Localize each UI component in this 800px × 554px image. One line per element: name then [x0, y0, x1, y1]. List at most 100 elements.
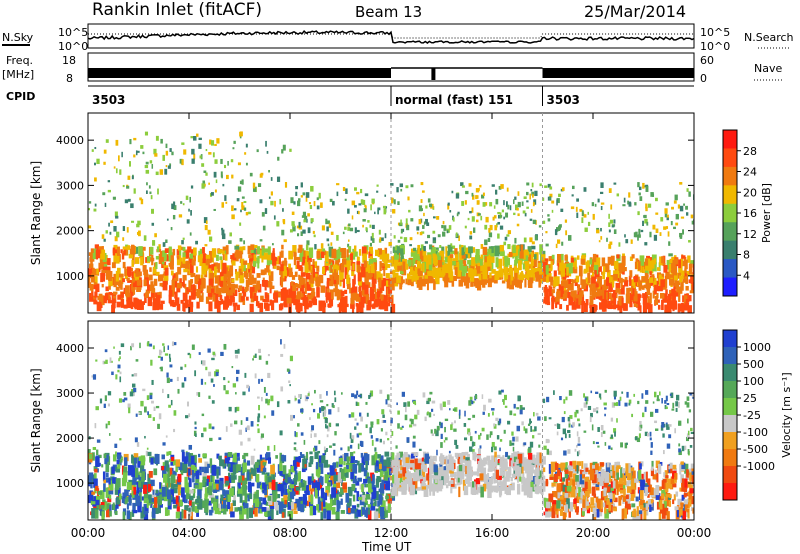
echo-cell [430, 246, 436, 258]
echo-cell [93, 478, 98, 488]
echo-cell [168, 353, 171, 359]
echo-cell [175, 495, 179, 505]
echo-cell [583, 268, 588, 274]
echo-cell [415, 273, 418, 285]
echo-cell [310, 488, 313, 497]
echo-cell [208, 423, 212, 429]
echo-cell [157, 355, 161, 358]
echo-cell [489, 431, 493, 436]
echo-cell [246, 507, 249, 519]
echo-cell [235, 392, 237, 395]
echo-cell [546, 397, 549, 400]
echo-cell [146, 342, 149, 347]
echo-cell [173, 483, 178, 488]
echo-cell [268, 258, 273, 265]
echo-cell [332, 405, 335, 408]
echo-cell [551, 200, 555, 204]
echo-cell [108, 222, 110, 227]
echo-cell [213, 262, 218, 269]
echo-cell [115, 451, 117, 457]
echo-cell [305, 258, 309, 266]
echo-cell [507, 204, 510, 210]
echo-cell [644, 431, 648, 437]
echo-cell [223, 249, 227, 254]
echo-cell [131, 485, 134, 496]
echo-cell [158, 349, 162, 356]
echo-cell [369, 242, 372, 247]
echo-cell [244, 494, 248, 505]
echo-cell [577, 436, 581, 443]
echo-cell [254, 373, 257, 379]
echo-cell [544, 416, 547, 422]
echo-cell [477, 460, 481, 472]
echo-cell [661, 256, 665, 264]
echo-cell [401, 391, 405, 397]
echo-cell [308, 462, 312, 467]
echo-cell [115, 215, 119, 219]
echo-cell [247, 494, 250, 502]
echo-cell [553, 270, 557, 281]
echo-cell [687, 449, 690, 455]
echo-cell [683, 295, 688, 305]
echo-cell [203, 427, 207, 432]
echo-cell [170, 227, 173, 231]
echo-cell [666, 214, 669, 218]
echo-cell [461, 254, 466, 259]
echo-cell [339, 270, 344, 281]
echo-cell [475, 264, 481, 274]
echo-cell [170, 266, 174, 270]
echo-cell [236, 369, 240, 374]
echo-cell [533, 199, 537, 205]
echo-cell [260, 436, 263, 440]
echo-cell [472, 247, 476, 253]
echo-cell [229, 467, 235, 473]
echo-cell [331, 487, 337, 498]
echo-cell [330, 475, 334, 485]
echo-cell [325, 425, 329, 429]
echo-cell [319, 400, 324, 403]
echo-cell [481, 194, 485, 199]
echo-cell [389, 270, 393, 275]
echo-cell [677, 401, 680, 408]
echo-cell [282, 260, 287, 271]
echo-cell [332, 499, 337, 506]
echo-cell [501, 280, 506, 284]
echo-cell [452, 258, 456, 262]
echo-cell [111, 371, 114, 376]
echo-cell [108, 483, 112, 489]
echo-cell [660, 217, 664, 222]
echo-cell [409, 237, 413, 241]
echo-cell [150, 497, 155, 503]
echo-cell [635, 258, 639, 264]
echo-cell [676, 286, 680, 293]
echo-cell [397, 410, 400, 415]
echo-cell [96, 158, 100, 165]
echo-cell [471, 441, 474, 447]
echo-cell [251, 482, 255, 487]
echo-cell [326, 263, 329, 271]
echo-cell [313, 480, 318, 491]
echo-cell [113, 273, 118, 285]
nsky-tick-top: 10^5 [58, 26, 88, 39]
echo-cell [290, 197, 294, 204]
echo-cell [542, 261, 548, 271]
echo-cell [623, 266, 627, 272]
echo-cell [458, 486, 461, 498]
echo-cell [382, 256, 386, 263]
echo-cell [405, 263, 409, 270]
echo-cell [239, 238, 243, 242]
echo-cell [198, 250, 201, 260]
echo-cell [600, 227, 602, 232]
echo-cell [503, 429, 506, 434]
echo-cell [570, 257, 574, 263]
echo-cell [645, 206, 648, 212]
echo-cell [468, 246, 473, 254]
echo-cell [576, 451, 579, 457]
echo-cell [421, 231, 425, 234]
echo-cell [377, 248, 382, 256]
echo-cell [210, 192, 214, 196]
echo-cell [119, 376, 122, 383]
echo-cell [371, 288, 377, 293]
echo-cell [181, 451, 185, 462]
echo-cell [181, 382, 185, 388]
